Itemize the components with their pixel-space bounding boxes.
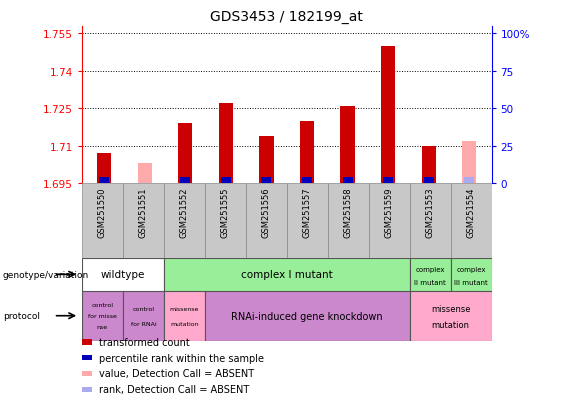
Bar (164, 291, 205, 341)
Text: GSM251554: GSM251554 (467, 187, 476, 237)
Bar (123, 184, 164, 258)
Bar (219, 104, 233, 184)
Text: nse: nse (97, 324, 108, 329)
Text: transformed count: transformed count (99, 337, 190, 347)
Text: control: control (92, 303, 114, 308)
Text: GSM251559: GSM251559 (385, 187, 394, 237)
Bar (381, 47, 395, 184)
Text: for misse: for misse (88, 313, 117, 318)
Bar (410, 291, 492, 341)
Bar (369, 184, 410, 258)
Bar (246, 184, 287, 258)
Text: genotype/variation: genotype/variation (3, 270, 89, 279)
Text: GSM251555: GSM251555 (221, 187, 230, 237)
Bar (451, 184, 492, 258)
Text: control: control (132, 306, 154, 311)
Bar (180, 178, 190, 184)
Bar (123, 291, 164, 341)
Text: II mutant: II mutant (414, 279, 446, 285)
Bar (82, 184, 123, 258)
Text: missense: missense (170, 306, 199, 311)
Bar (259, 136, 273, 184)
Text: complex: complex (415, 267, 445, 273)
Bar (342, 178, 353, 184)
Bar (97, 154, 111, 184)
Bar (82, 258, 164, 291)
Bar (138, 164, 152, 184)
Text: missense: missense (431, 304, 470, 313)
Text: protocol: protocol (3, 311, 40, 320)
Bar (410, 184, 451, 258)
Text: mutation: mutation (170, 321, 199, 326)
Bar (328, 184, 369, 258)
Bar (424, 178, 434, 184)
Text: for RNAi: for RNAi (131, 321, 156, 326)
Bar (221, 178, 231, 184)
Bar (164, 258, 410, 291)
Text: GSM251556: GSM251556 (262, 187, 271, 237)
Bar (464, 178, 474, 184)
Bar (164, 184, 205, 258)
Bar (383, 178, 393, 184)
Title: GDS3453 / 182199_at: GDS3453 / 182199_at (210, 10, 363, 24)
Bar (302, 178, 312, 184)
Bar (287, 184, 328, 258)
Text: GSM251553: GSM251553 (425, 187, 434, 237)
Text: GSM251557: GSM251557 (303, 187, 312, 237)
Bar (178, 124, 193, 184)
Text: RNAi-induced gene knockdown: RNAi-induced gene knockdown (232, 311, 383, 321)
Bar (205, 291, 410, 341)
Text: value, Detection Call = ABSENT: value, Detection Call = ABSENT (99, 368, 254, 379)
Bar (205, 184, 246, 258)
Bar (262, 178, 271, 184)
Bar (451, 258, 492, 291)
Bar (82, 291, 123, 341)
Text: complex I mutant: complex I mutant (241, 270, 333, 280)
Text: GSM251558: GSM251558 (344, 187, 353, 237)
Text: wildtype: wildtype (101, 270, 145, 280)
Bar (421, 147, 436, 184)
Bar (410, 258, 451, 291)
Text: GSM251552: GSM251552 (180, 187, 189, 237)
Text: rank, Detection Call = ABSENT: rank, Detection Call = ABSENT (99, 384, 249, 394)
Text: complex: complex (457, 267, 486, 273)
Bar (99, 178, 109, 184)
Bar (300, 121, 314, 184)
Bar (341, 107, 355, 184)
Text: percentile rank within the sample: percentile rank within the sample (99, 353, 264, 363)
Text: GSM251551: GSM251551 (139, 187, 148, 237)
Text: GSM251550: GSM251550 (98, 187, 107, 237)
Text: mutation: mutation (432, 320, 470, 329)
Text: III mutant: III mutant (454, 279, 488, 285)
Bar (462, 141, 476, 184)
